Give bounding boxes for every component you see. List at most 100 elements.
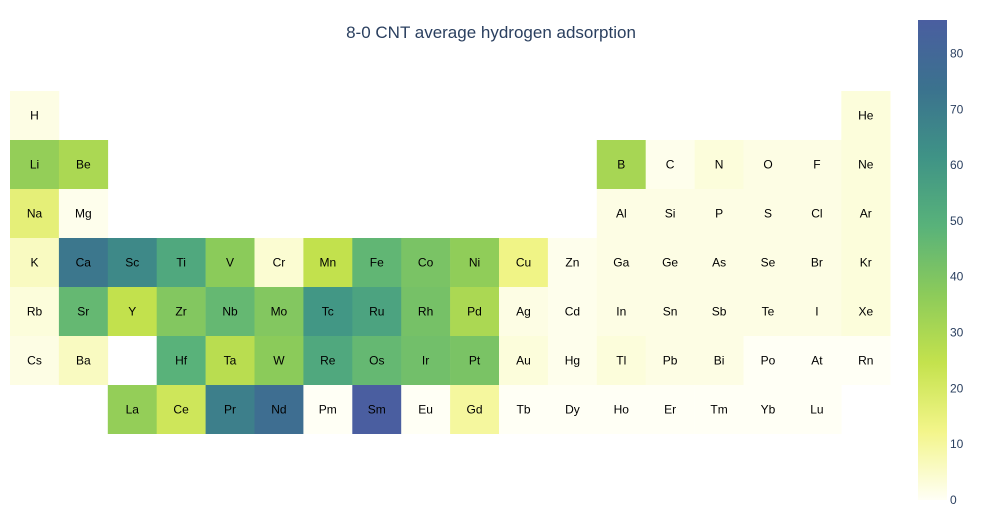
cell-os[interactable] — [352, 336, 402, 385]
cell-he[interactable] — [841, 91, 891, 140]
cell-la[interactable] — [107, 385, 157, 434]
cell-rb[interactable] — [10, 287, 60, 336]
cell-as[interactable] — [694, 238, 744, 287]
cell-mg[interactable] — [58, 189, 109, 238]
cell-pt[interactable] — [450, 336, 500, 385]
cell-kr[interactable] — [841, 238, 891, 287]
cell-n[interactable] — [694, 140, 744, 189]
label-ce: Ce — [173, 403, 189, 417]
colorbar: 0 10 20 30 40 50 60 70 80 — [918, 20, 964, 507]
cell-sb[interactable] — [694, 287, 744, 336]
cell-dy[interactable] — [547, 385, 598, 434]
cell-bi[interactable] — [694, 336, 744, 385]
cell-y[interactable] — [107, 287, 157, 336]
label-eu: Eu — [418, 403, 433, 417]
cell-lu[interactable] — [792, 385, 842, 434]
cell-at[interactable] — [792, 336, 842, 385]
cell-yb[interactable] — [743, 385, 793, 434]
cell-nb[interactable] — [205, 287, 255, 336]
cell-xe[interactable] — [841, 287, 891, 336]
label-ta: Ta — [224, 354, 237, 368]
cell-sn[interactable] — [645, 287, 695, 336]
cell-pd[interactable] — [450, 287, 500, 336]
cell-al[interactable] — [596, 189, 646, 238]
label-cu: Cu — [516, 256, 531, 270]
cell-eu[interactable] — [401, 385, 451, 434]
cell-ti[interactable] — [156, 238, 206, 287]
label-er: Er — [664, 403, 676, 417]
cell-se[interactable] — [743, 238, 793, 287]
label-p: P — [715, 207, 723, 221]
cell-in[interactable] — [596, 287, 646, 336]
cell-br[interactable] — [792, 238, 842, 287]
cell-na[interactable] — [10, 189, 60, 238]
cell-fe[interactable] — [352, 238, 402, 287]
cell-hg[interactable] — [547, 336, 598, 385]
cell-sr[interactable] — [58, 287, 109, 336]
cell-w[interactable] — [254, 336, 304, 385]
cell-i[interactable] — [792, 287, 842, 336]
cell-po[interactable] — [743, 336, 793, 385]
cell-ca[interactable] — [58, 238, 109, 287]
cell-co[interactable] — [401, 238, 451, 287]
cell-nd[interactable] — [254, 385, 304, 434]
cell-ne[interactable] — [841, 140, 891, 189]
cell-au[interactable] — [499, 336, 549, 385]
colorbar-tick-label: 40 — [950, 270, 964, 284]
cell-er[interactable] — [645, 385, 695, 434]
cell-ir[interactable] — [401, 336, 451, 385]
cell-zr[interactable] — [156, 287, 206, 336]
label-dy: Dy — [565, 403, 580, 417]
cell-mo[interactable] — [254, 287, 304, 336]
cell-ni[interactable] — [450, 238, 500, 287]
cell-ar[interactable] — [841, 189, 891, 238]
cell-cr[interactable] — [254, 238, 304, 287]
cell-sc[interactable] — [107, 238, 157, 287]
cell-te[interactable] — [743, 287, 793, 336]
cell-ga[interactable] — [596, 238, 646, 287]
cell-rn[interactable] — [841, 336, 891, 385]
cell-tb[interactable] — [499, 385, 549, 434]
cell-k[interactable] — [10, 238, 60, 287]
cell-re[interactable] — [303, 336, 353, 385]
cell-tl[interactable] — [596, 336, 646, 385]
cell-be[interactable] — [58, 140, 109, 189]
cell-cs[interactable] — [10, 336, 60, 385]
label-nd: Nd — [271, 403, 286, 417]
cell-mn[interactable] — [303, 238, 353, 287]
colorbar-tick-label: 50 — [950, 214, 964, 228]
cell-ru[interactable] — [352, 287, 402, 336]
cell-o[interactable] — [743, 140, 793, 189]
cell-ho[interactable] — [596, 385, 646, 434]
cell-tm[interactable] — [694, 385, 744, 434]
cell-ba[interactable] — [58, 336, 109, 385]
cell-hf[interactable] — [156, 336, 206, 385]
cell-ge[interactable] — [645, 238, 695, 287]
cell-li[interactable] — [10, 140, 60, 189]
cell-h[interactable] — [10, 91, 60, 140]
cell-c[interactable] — [645, 140, 695, 189]
cell-zn[interactable] — [547, 238, 598, 287]
cell-cd[interactable] — [547, 287, 598, 336]
cell-pb[interactable] — [645, 336, 695, 385]
cell-tc[interactable] — [303, 287, 353, 336]
cell-v[interactable] — [205, 238, 255, 287]
label-zn: Zn — [565, 256, 579, 270]
cell-pm[interactable] — [303, 385, 353, 434]
cell-cl[interactable] — [792, 189, 842, 238]
cell-f[interactable] — [792, 140, 842, 189]
cell-pr[interactable] — [205, 385, 255, 434]
cell-rh[interactable] — [401, 287, 451, 336]
cell-si[interactable] — [645, 189, 695, 238]
label-au: Au — [516, 354, 531, 368]
cell-cu[interactable] — [499, 238, 549, 287]
cell-b[interactable] — [596, 140, 646, 189]
cell-ag[interactable] — [499, 287, 549, 336]
cell-ce[interactable] — [156, 385, 206, 434]
cell-gd[interactable] — [450, 385, 500, 434]
cell-p[interactable] — [694, 189, 744, 238]
cell-sm[interactable] — [352, 385, 402, 434]
cell-ta[interactable] — [205, 336, 255, 385]
cell-s[interactable] — [743, 189, 793, 238]
